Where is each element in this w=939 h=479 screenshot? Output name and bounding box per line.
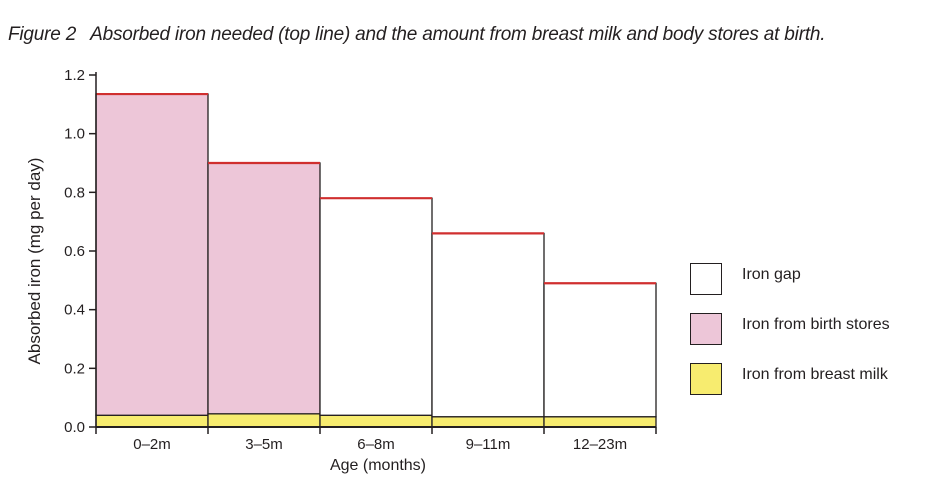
bar-breast-milk-9-11m <box>431 416 545 428</box>
bar-birth-stores-0-2m <box>95 93 209 416</box>
legend: Iron gap Iron from birth stores Iron fro… <box>690 262 890 412</box>
y-tick-label: 1.2 <box>64 67 85 84</box>
legend-item-breast-milk: Iron from breast milk <box>690 362 890 396</box>
figure-caption: Absorbed iron needed (top line) and the … <box>90 24 826 45</box>
legend-label-iron-gap: Iron gap <box>742 266 801 283</box>
legend-swatch-birth-stores <box>690 313 722 345</box>
legend-item-iron-gap: Iron gap <box>690 262 890 296</box>
x-tick-label-9-11m: 9–11m <box>466 436 511 453</box>
bar-group <box>95 93 657 428</box>
bar-iron-gap-9-11m <box>431 232 545 418</box>
bar-breast-milk-12-23m <box>543 416 657 428</box>
bar-breast-milk-6-8m <box>319 414 433 428</box>
y-tick-label: 0.8 <box>64 184 85 201</box>
legend-swatch-iron-gap <box>690 263 722 295</box>
y-tick-label: 0.4 <box>64 302 85 319</box>
y-tick-label: 0.6 <box>64 243 85 260</box>
legend-label-birth-stores: Iron from birth stores <box>742 316 890 333</box>
figure-title: Figure 2 Absorbed iron needed (top line) … <box>8 24 826 46</box>
y-tick-label: 0.0 <box>64 419 85 436</box>
y-ticks: 0.0 0.2 0.4 0.6 0.8 1.0 1.2 <box>64 67 96 436</box>
axes <box>95 72 656 434</box>
bar-iron-gap-12-23m <box>543 282 657 418</box>
legend-swatch-breast-milk <box>690 363 722 395</box>
y-tick-label: 0.2 <box>64 360 85 377</box>
y-tick-label: 1.0 <box>64 126 85 143</box>
y-axis-label: Absorbed iron (mg per day) <box>25 158 44 365</box>
x-tick-label-6-8m: 6–8m <box>357 436 395 453</box>
legend-label-breast-milk: Iron from breast milk <box>742 366 888 383</box>
bar-breast-milk-3-5m <box>207 413 321 428</box>
legend-item-birth-stores: Iron from birth stores <box>690 312 890 346</box>
bar-breast-milk-0-2m <box>95 414 209 428</box>
bar-birth-stores-3-5m <box>207 162 321 415</box>
figure-number: Figure 2 <box>8 24 77 45</box>
bar-iron-gap-6-8m <box>319 197 433 416</box>
x-tick-label-0-2m: 0–2m <box>133 436 171 453</box>
x-axis-label: Age (months) <box>330 457 426 474</box>
x-tick-label-12-23m: 12–23m <box>573 436 627 453</box>
requirement-line-group <box>96 92 656 285</box>
x-tick-label-3-5m: 3–5m <box>245 436 283 453</box>
x-ticks: 0–2m 3–5m 6–8m 9–11m 12–23m <box>133 427 657 453</box>
